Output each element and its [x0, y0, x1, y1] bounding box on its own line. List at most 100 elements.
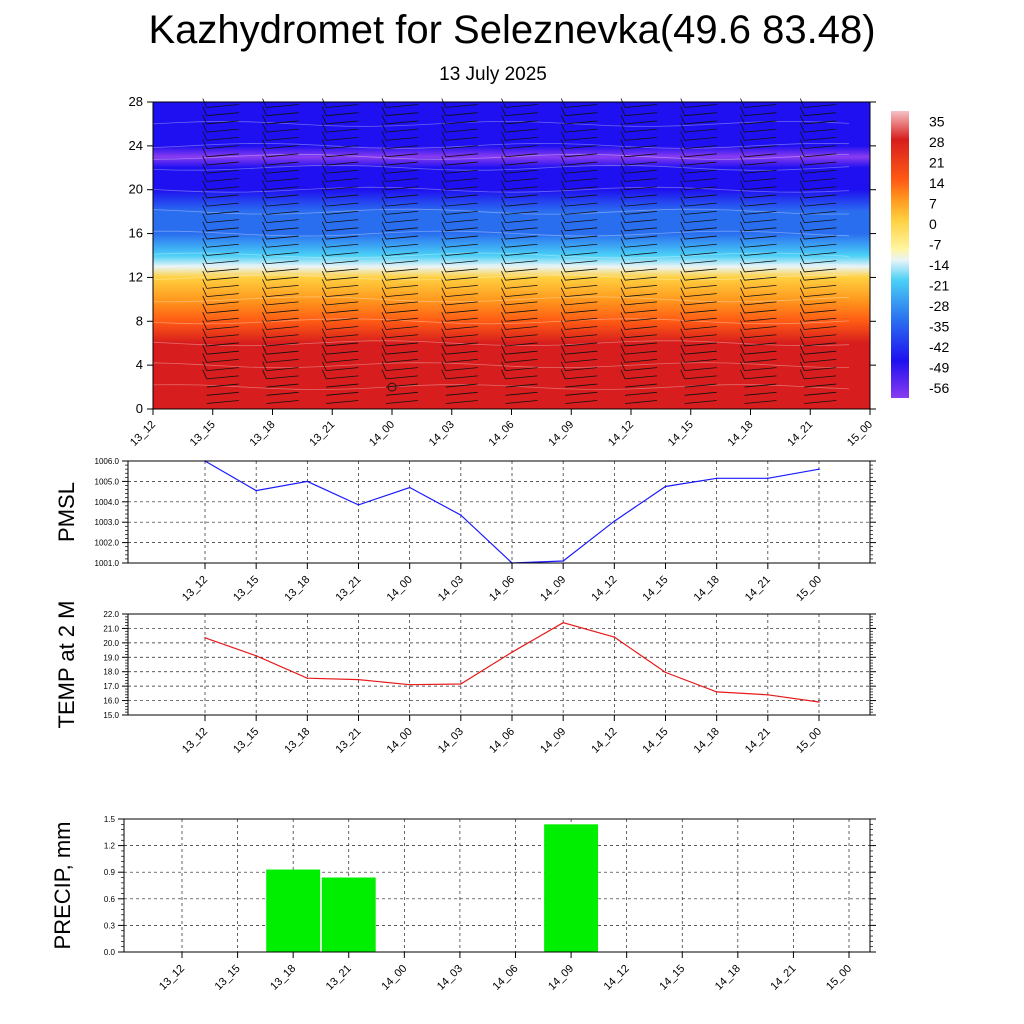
wind-barb-feather — [799, 98, 805, 108]
wind-barb-feather — [680, 139, 686, 149]
wind-barb-feather — [321, 147, 327, 157]
wind-barb-feather — [321, 287, 327, 297]
wind-barb-feather — [799, 188, 805, 199]
y-tick-label: 1005.0 — [95, 477, 120, 486]
wind-barb-feather — [799, 262, 805, 273]
wind-barb-feather — [740, 271, 745, 281]
wind-barb-feather — [262, 155, 267, 166]
wind-barb-feather — [441, 295, 447, 306]
wind-barb — [624, 153, 658, 158]
heatmap-y-tick-label: 24 — [129, 138, 143, 153]
wind-barb-feather — [740, 172, 745, 182]
wind-barb — [445, 317, 478, 322]
wind-barb-feather — [262, 188, 267, 199]
heatmap-x-tick-label: 14_12 — [606, 419, 636, 449]
wind-barb-feather — [441, 213, 447, 223]
wind-barb — [744, 136, 777, 141]
wind-barb — [385, 112, 419, 117]
wind-barb — [206, 128, 239, 133]
wind-barb — [804, 136, 837, 141]
wind-barb — [266, 153, 299, 158]
data-point — [255, 489, 257, 492]
wind-barb — [684, 112, 717, 117]
wind-barb — [565, 153, 598, 158]
wind-barb — [206, 243, 239, 248]
wind-barb-feather — [740, 164, 745, 174]
x-tick-label: 13_21 — [334, 574, 364, 604]
wind-barb-feather — [799, 164, 805, 174]
wind-barb — [266, 169, 299, 174]
wind-barb-feather — [202, 345, 208, 355]
wind-barb — [565, 128, 598, 133]
wind-barb — [565, 186, 598, 191]
wind-barb — [744, 112, 777, 117]
heatmap-x-tick-label: 13_12 — [128, 419, 158, 449]
wind-barb — [266, 309, 299, 314]
wind-barb-feather — [441, 131, 447, 141]
wind-barb — [385, 104, 419, 108]
wind-barb-feather — [262, 320, 267, 330]
wind-barb-feather — [620, 312, 626, 322]
wind-barb-feather — [262, 139, 267, 149]
wind-barb-feather — [262, 172, 267, 182]
wind-barb — [385, 293, 419, 298]
wind-barb-feather — [381, 254, 387, 264]
wind-barb — [624, 104, 658, 108]
wind-barb — [505, 178, 538, 182]
wind-barb-feather — [620, 131, 626, 141]
wind-barb — [804, 293, 837, 298]
y-axis-label: TEMP at 2 M — [54, 601, 79, 729]
wind-barb-feather — [799, 238, 805, 248]
wind-barb — [326, 210, 359, 215]
wind-barb-feather — [381, 361, 387, 371]
wind-barb — [206, 153, 239, 158]
wind-barb-feather — [680, 361, 686, 371]
wind-barb — [565, 268, 598, 273]
calm-wind-marker — [387, 382, 397, 392]
wind-barb-feather — [441, 254, 447, 264]
wind-barb-feather — [202, 279, 208, 289]
x-tick-label: 14_12 — [589, 726, 619, 756]
wind-barb-feather — [501, 336, 506, 347]
wind-barb — [385, 186, 419, 191]
wind-barb — [445, 178, 478, 182]
wind-barb-feather — [560, 188, 566, 199]
wind-barb — [624, 161, 658, 166]
wind-barb — [684, 178, 717, 182]
wind-barb-feather — [501, 164, 506, 174]
wind-barb — [744, 161, 777, 166]
heatmap-x-tick-label: 14_09 — [546, 419, 576, 449]
wind-barb — [684, 342, 717, 347]
wind-barb — [266, 112, 299, 117]
data-point — [460, 683, 462, 685]
wind-barb-feather — [321, 246, 327, 256]
wind-barb-feather — [560, 361, 566, 371]
x-tick-label: 15_00 — [824, 963, 854, 993]
wind-barb-feather — [799, 254, 805, 264]
wind-barb-feather — [560, 246, 566, 256]
wind-barb-feather — [441, 345, 447, 355]
wind-barb-feather — [799, 147, 805, 157]
wind-barb — [326, 260, 359, 265]
wind-barb-feather — [620, 361, 626, 371]
wind-barb-feather — [202, 320, 208, 330]
x-tick-label: 13_21 — [324, 963, 354, 993]
wind-barb — [624, 301, 658, 306]
wind-barb-feather — [202, 172, 208, 182]
wind-barb — [624, 309, 658, 314]
wind-barb-feather — [501, 262, 506, 273]
wind-barb-feather — [740, 345, 745, 355]
wind-barb — [624, 235, 658, 240]
wind-barb — [624, 326, 658, 330]
wind-barb-feather — [441, 262, 447, 273]
wind-barb — [266, 136, 299, 141]
wind-barb-feather — [680, 271, 686, 281]
wind-barb-feather — [381, 221, 387, 231]
wind-barb — [624, 293, 658, 298]
wind-barb-feather — [560, 196, 566, 207]
wind-barb-feather — [441, 238, 447, 248]
wind-barb — [744, 326, 777, 330]
wind-barb-feather — [262, 345, 267, 355]
wind-barb — [445, 169, 478, 174]
wind-barb — [744, 375, 777, 380]
